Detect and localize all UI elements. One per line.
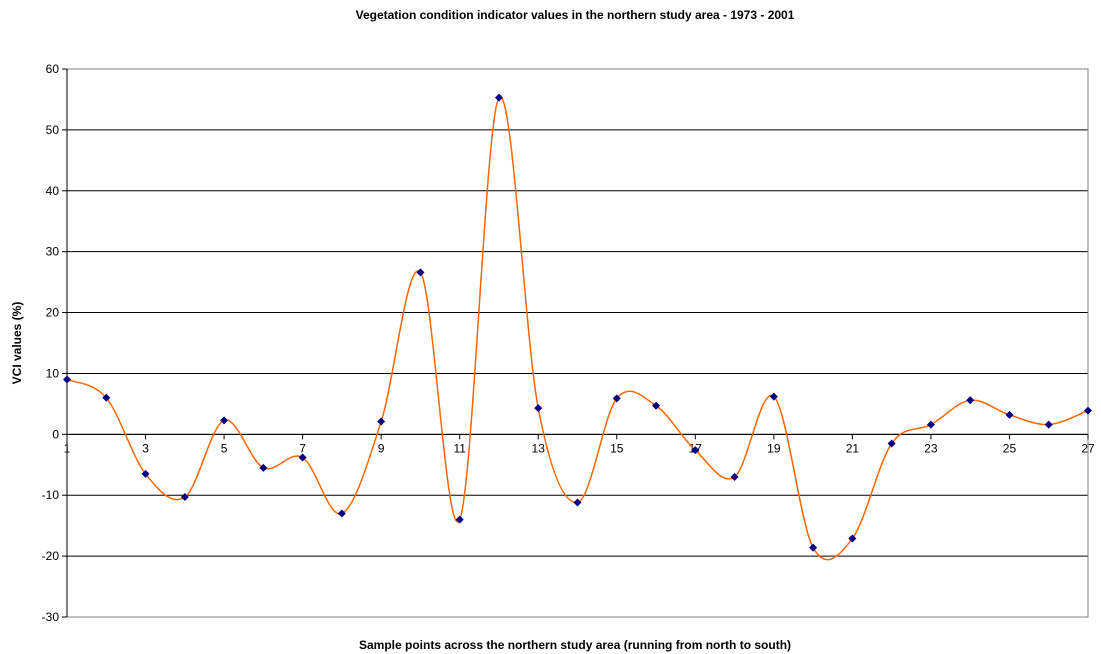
- x-tick-label: 11: [453, 441, 466, 455]
- data-point: [926, 420, 935, 429]
- data-point: [966, 396, 975, 405]
- data-point: [494, 93, 503, 102]
- data-point: [769, 392, 778, 401]
- x-tick-label: 21: [846, 441, 860, 455]
- chart-title: Vegetation condition indicator values in…: [356, 8, 795, 22]
- y-tick-label: 50: [46, 123, 60, 137]
- data-point: [612, 394, 621, 403]
- x-axis-label: Sample points across the northern study …: [359, 638, 791, 652]
- x-tick-label: 7: [299, 441, 306, 455]
- y-tick-label: -20: [42, 549, 60, 563]
- y-tick-label: 60: [46, 62, 60, 76]
- data-point: [691, 446, 700, 455]
- data-point: [455, 515, 464, 524]
- y-tick-label: -10: [42, 488, 60, 502]
- x-tick-label: 19: [767, 441, 781, 455]
- x-tick-label: 5: [221, 441, 228, 455]
- y-tick-label: 40: [46, 184, 60, 198]
- data-point: [1084, 406, 1092, 415]
- data-point: [63, 375, 71, 384]
- data-point: [1005, 410, 1014, 419]
- data-point: [887, 439, 896, 448]
- data-point: [180, 493, 189, 502]
- data-point: [220, 416, 229, 425]
- x-tick-label: 3: [142, 441, 149, 455]
- data-point: [573, 498, 582, 507]
- data-point: [809, 543, 818, 552]
- x-tick-label: 25: [1003, 441, 1017, 455]
- data-point: [141, 469, 150, 478]
- data-point: [416, 268, 425, 277]
- x-tick-label: 13: [532, 441, 546, 455]
- data-point: [102, 393, 111, 402]
- data-point: [730, 472, 739, 481]
- y-axis-label: VCI values (%): [10, 302, 24, 385]
- x-tick-label: 15: [610, 441, 624, 455]
- y-tick-label: 10: [46, 366, 60, 380]
- data-point: [259, 463, 268, 472]
- data-point: [848, 534, 857, 543]
- data-point: [1044, 420, 1053, 429]
- x-tick-label: 9: [378, 441, 385, 455]
- x-tick-label: 27: [1081, 441, 1095, 455]
- x-tick-label: 1: [64, 441, 71, 455]
- y-tick-label: -30: [42, 610, 60, 624]
- y-tick-label: 0: [52, 427, 59, 441]
- data-point: [377, 417, 386, 426]
- y-tick-label: 20: [46, 306, 60, 320]
- data-point: [652, 401, 661, 410]
- x-tick-label: 23: [924, 441, 938, 455]
- data-point: [298, 453, 307, 462]
- data-point: [534, 404, 543, 413]
- y-tick-label: 30: [46, 245, 60, 259]
- data-point: [337, 509, 346, 518]
